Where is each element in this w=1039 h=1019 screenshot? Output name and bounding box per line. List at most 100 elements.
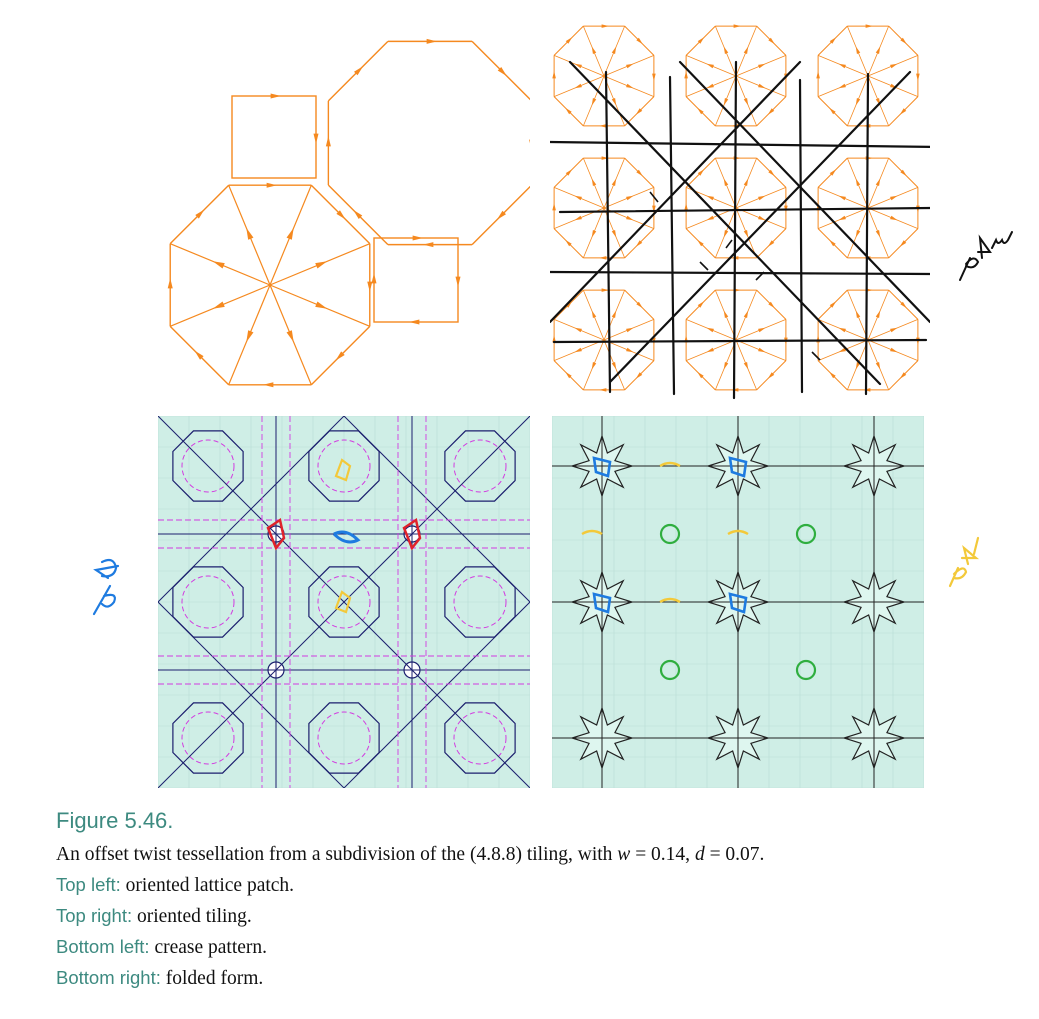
orientation-arrow (758, 215, 766, 221)
orientation-arrow (723, 362, 729, 370)
orientation-arrow (743, 178, 749, 186)
symmetry-line (678, 60, 930, 324)
orientation-arrow (743, 362, 749, 370)
orientation-arrow (574, 327, 582, 333)
twist-octagon (172, 702, 244, 774)
orientation-arrow (697, 107, 704, 115)
red-rotation-mark (402, 517, 422, 551)
orientation-arrow (611, 178, 617, 186)
orientation-arrow (325, 136, 331, 147)
mountain-crease (158, 416, 530, 788)
orientation-arrow (286, 227, 294, 240)
orientation-arrow (626, 195, 634, 201)
orientation-arrow (626, 215, 634, 221)
orientation-arrow (426, 38, 437, 44)
orientation-arrow (194, 350, 204, 360)
orientation-arrow (838, 327, 846, 333)
valley-circle (453, 575, 507, 629)
orientation-arrow (697, 239, 704, 247)
orientation-arrow (636, 169, 643, 177)
red-rotation-mark (266, 517, 286, 551)
orientation-arrow (652, 205, 656, 213)
orientation-arrow (626, 83, 634, 89)
mountain-crease (343, 601, 530, 788)
orientation-arrow (335, 351, 345, 361)
orientation-arrow (270, 93, 281, 99)
orientation-arrow (591, 46, 597, 54)
orientation-arrow (829, 371, 836, 379)
orientation-arrow (565, 107, 572, 115)
orientation-arrow (829, 169, 837, 176)
orientation-arrow (195, 209, 205, 219)
orientation-arrow (591, 98, 597, 106)
orientation-arrow (758, 195, 766, 201)
orientation-arrow (838, 195, 846, 201)
glide-tick (699, 261, 709, 271)
orientation-arrow (767, 372, 775, 379)
crease-pattern (158, 416, 530, 788)
orientation-arrow (591, 310, 597, 318)
orientation-arrow (315, 301, 328, 309)
orientation-arrow (706, 215, 714, 221)
orientation-arrow (409, 319, 420, 325)
orientation-arrow (315, 261, 328, 269)
orientation-arrow (697, 371, 704, 379)
orientation-arrow (706, 195, 714, 201)
orientation-arrow (706, 83, 714, 89)
valley-circle (181, 439, 235, 493)
orientation-arrow (353, 66, 364, 76)
orientation-arrow (697, 169, 705, 176)
orientation-arrow (412, 235, 423, 241)
orientation-arrow (758, 347, 766, 353)
orientation-arrow (266, 182, 277, 188)
orientation-arrow (706, 63, 714, 69)
green-rotation-mark (795, 659, 817, 681)
orientation-arrow (900, 169, 907, 177)
orientation-arrow (890, 347, 898, 353)
orientation-arrow (636, 37, 643, 45)
orientation-arrow (768, 169, 775, 177)
orientation-arrow (855, 98, 861, 106)
orientation-arrow (829, 37, 837, 44)
orientation-arrow (599, 124, 607, 128)
orientation-arrow (635, 108, 643, 115)
orientation-arrow (890, 215, 898, 221)
orientation-arrow (684, 71, 688, 79)
orientation-arrow (723, 310, 729, 318)
orientation-arrow (706, 327, 714, 333)
orientation-arrow (565, 239, 572, 247)
orientation-arrow (286, 330, 294, 343)
symmetry-line (604, 70, 612, 394)
orientation-arrow (723, 230, 729, 238)
orientation-arrow (353, 209, 363, 220)
orientation-arrow (611, 98, 617, 106)
orientation-arrow (697, 301, 705, 308)
orientation-arrow (723, 98, 729, 106)
orientation-arrow (875, 310, 881, 318)
orientation-arrow (246, 227, 254, 240)
orientation-arrow (743, 98, 749, 106)
orientation-arrow (899, 240, 907, 247)
orientation-arrow (591, 230, 597, 238)
figure-caption: Figure 5.46. An offset twist tessellatio… (56, 808, 1016, 994)
caption-item-top-right: Top right: oriented tiling. (56, 905, 252, 927)
orientation-arrow (371, 273, 377, 284)
orientation-arrow (313, 133, 319, 144)
orientation-arrow (875, 178, 881, 186)
caption-item-bottom-right: Bottom right: folded form. (56, 967, 264, 989)
orientation-arrow (574, 63, 582, 69)
symmetry-line (864, 72, 870, 396)
orientation-arrow (529, 139, 530, 144)
orientation-arrow (367, 281, 373, 292)
green-rotation-mark (795, 523, 817, 545)
valley-circle (317, 711, 371, 765)
orientation-arrow (599, 256, 607, 260)
handwritten-p4-annotation (948, 536, 980, 588)
handwritten-p4m-annotation (959, 231, 1013, 281)
orientation-arrow (829, 239, 836, 247)
orientation-arrow (552, 71, 556, 79)
orientation-arrow (916, 337, 920, 345)
symmetry-line (608, 70, 912, 384)
symmetry-line (798, 78, 804, 394)
orientation-arrow (916, 205, 920, 213)
